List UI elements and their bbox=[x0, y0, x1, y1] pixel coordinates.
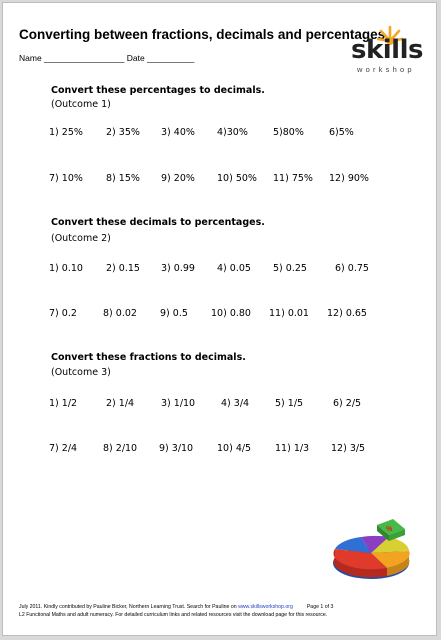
page-title: Converting between fractions, decimals a… bbox=[19, 27, 386, 42]
logo-word: skills bbox=[351, 35, 423, 65]
question: 12) 0.65 bbox=[327, 308, 367, 319]
question: 1) 1/2 bbox=[49, 398, 78, 409]
question: 5) 1/5 bbox=[275, 398, 304, 409]
section-1-outcome: (Outcome 1) bbox=[51, 99, 111, 110]
section-2-outcome: (Outcome 2) bbox=[51, 233, 111, 244]
question: 6) 0.75 bbox=[335, 263, 369, 274]
question: 12) 90% bbox=[329, 173, 369, 184]
footer-credit: July 2011. Kindly contributed by Pauline… bbox=[19, 604, 239, 610]
question: 7) 0.2 bbox=[49, 308, 77, 319]
logo-subtitle: workshop bbox=[357, 65, 415, 74]
question: 1) 25% bbox=[49, 127, 83, 138]
question: 10) 4/5 bbox=[217, 443, 252, 454]
pie-chart-clipart: % bbox=[333, 519, 410, 579]
section-3-outcome: (Outcome 3) bbox=[51, 367, 111, 378]
question: 5) 0.25 bbox=[273, 263, 307, 274]
question: 7) 10% bbox=[49, 173, 83, 184]
question: 4) 3/4 bbox=[221, 398, 250, 409]
question: 2) 1/4 bbox=[106, 398, 135, 409]
svg-text:%: % bbox=[386, 526, 393, 533]
footer-line-2: L2 Functional Maths and adult numeracy. … bbox=[19, 611, 328, 618]
section-3-heading: Convert these fractions to decimals. bbox=[51, 352, 246, 363]
section-2-heading: Convert these decimals to percentages. bbox=[51, 217, 265, 228]
question: 9) 0.5 bbox=[160, 308, 188, 319]
section-1-heading: Convert these percentages to decimals. bbox=[51, 85, 265, 96]
question: 7) 2/4 bbox=[49, 443, 78, 454]
question: 10) 0.80 bbox=[211, 308, 251, 319]
sun-icon bbox=[377, 25, 403, 45]
question: 8) 0.02 bbox=[103, 308, 137, 319]
question: 1) 0.10 bbox=[49, 263, 83, 274]
page-number: Page 1 of 3 bbox=[306, 604, 334, 610]
skills-workshop-logo: skills workshop bbox=[347, 25, 431, 81]
worksheet-page: Converting between fractions, decimals a… bbox=[2, 2, 437, 636]
question: 6)5% bbox=[329, 127, 354, 138]
question: 3) 40% bbox=[161, 127, 195, 138]
question: 5)80% bbox=[273, 127, 304, 138]
question: 12) 3/5 bbox=[331, 443, 366, 454]
name-date-line: Name _________________ Date __________ bbox=[19, 53, 195, 63]
question: 9) 20% bbox=[161, 173, 195, 184]
question: 3) 0.99 bbox=[161, 263, 195, 274]
footer-line-1: July 2011. Kindly contributed by Pauline… bbox=[19, 604, 333, 612]
question: 6) 2/5 bbox=[333, 398, 362, 409]
question: 8) 15% bbox=[106, 173, 140, 184]
footer-link[interactable]: www.skillsworkshop.org bbox=[238, 604, 293, 610]
question: 3) 1/10 bbox=[161, 398, 196, 409]
question: 8) 2/10 bbox=[103, 443, 138, 454]
question: 2) 0.15 bbox=[106, 263, 140, 274]
question: 10) 50% bbox=[217, 173, 257, 184]
footer: July 2011. Kindly contributed by Pauline… bbox=[19, 604, 333, 619]
question: 4) 0.05 bbox=[217, 263, 251, 274]
question: 2) 35% bbox=[106, 127, 140, 138]
question: 11) 75% bbox=[273, 173, 313, 184]
question: 11) 0.01 bbox=[269, 308, 309, 319]
question: 9) 3/10 bbox=[159, 443, 194, 454]
question: 4)30% bbox=[217, 127, 248, 138]
question: 11) 1/3 bbox=[275, 443, 310, 454]
